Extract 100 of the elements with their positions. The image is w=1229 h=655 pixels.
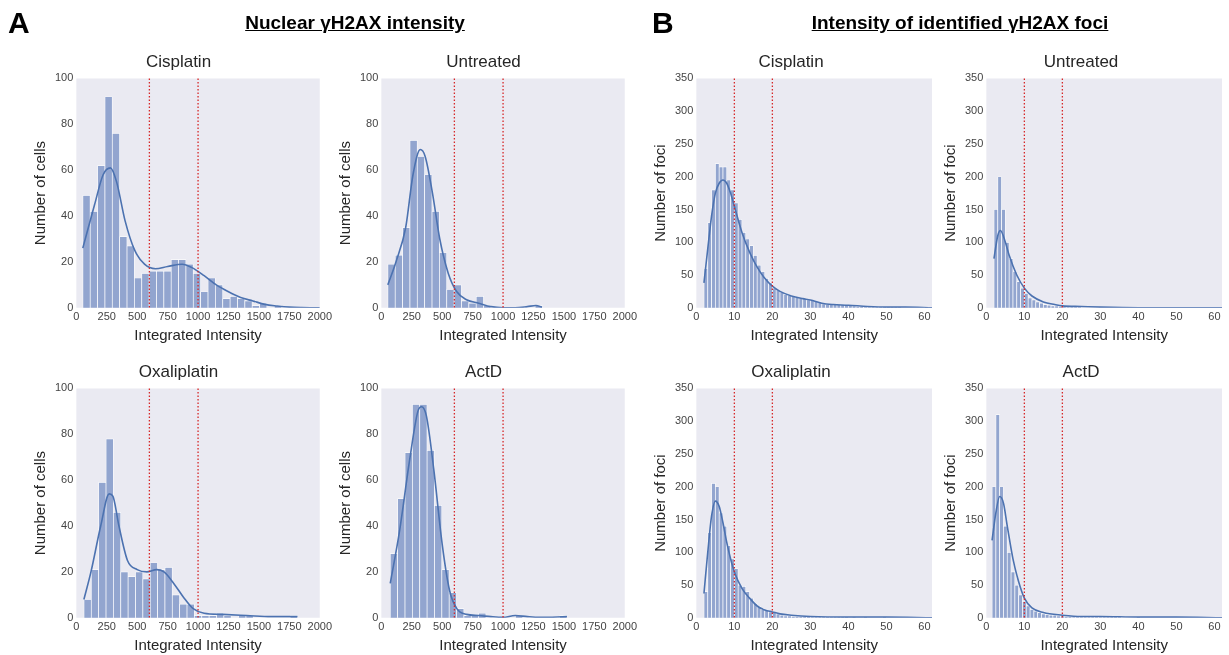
y-tick-label: 50: [681, 268, 694, 281]
x-tick-label: 60: [1208, 310, 1221, 323]
x-axis-title: Integrated Intensity: [1040, 326, 1169, 344]
y-tick-label: 100: [359, 71, 379, 84]
x-tick-label: 50: [1170, 620, 1183, 633]
x-tick-label: 250: [97, 620, 116, 633]
x-tick-label: 10: [1018, 310, 1031, 323]
chart-title: Oxaliplatin: [138, 361, 219, 381]
y-tick-label: 80: [61, 427, 74, 440]
chart-title: Oxaliplatin: [751, 361, 831, 381]
y-tick-label: 40: [366, 209, 379, 222]
x-tick-label: 60: [918, 310, 931, 323]
x-tick-label: 40: [842, 620, 855, 633]
text: A: [8, 6, 30, 40]
x-tick-label: 50: [880, 310, 893, 323]
x-tick-label: 50: [1170, 310, 1183, 323]
x-tick-label: 10: [728, 620, 741, 633]
y-tick-label: 200: [964, 169, 984, 182]
y-tick-label: 100: [964, 235, 984, 248]
chart-title: Untreated: [446, 51, 521, 71]
y-tick-label: 100: [54, 381, 74, 394]
x-tick-label: 30: [804, 620, 817, 633]
x-tick-label: 60: [918, 620, 931, 633]
x-axis-title: Integrated Intensity: [1040, 636, 1169, 654]
y-tick-label: 0: [67, 300, 74, 313]
y-tick-label: 100: [674, 235, 694, 248]
text: Nuclear γH2AX intensity: [244, 12, 466, 34]
x-axis-title: Integrated Intensity: [134, 636, 263, 654]
x-tick-label: 1000: [490, 310, 516, 323]
x-tick-label: 30: [1094, 310, 1107, 323]
x-tick-label: 500: [433, 620, 452, 633]
y-tick-label: 20: [366, 254, 379, 267]
x-tick-label: 1000: [185, 310, 211, 323]
y-axis-title: Number of foci: [651, 454, 669, 552]
x-tick-label: 40: [1132, 620, 1145, 633]
x-tick-label: 60: [1208, 620, 1221, 633]
y-tick-label: 350: [964, 381, 984, 394]
y-tick-label: 0: [372, 610, 379, 623]
x-tick-label: 750: [158, 310, 177, 323]
y-tick-label: 20: [61, 254, 74, 267]
y-tick-label: 250: [674, 136, 694, 149]
x-tick-label: 50: [880, 620, 893, 633]
y-tick-label: 0: [977, 610, 984, 623]
x-tick-label: 500: [128, 310, 147, 323]
y-tick-label: 300: [674, 104, 694, 117]
x-tick-label: 1750: [582, 620, 607, 633]
chart-title: Untreated: [1043, 51, 1119, 71]
y-tick-label: 100: [359, 381, 379, 394]
x-tick-label: 250: [402, 620, 421, 633]
y-tick-label: 150: [674, 202, 694, 215]
y-axis-title: Number of foci: [941, 454, 959, 552]
x-tick-label: 1750: [582, 310, 607, 323]
y-tick-label: 50: [971, 268, 984, 281]
x-axis-title: Integrated Intensity: [439, 326, 568, 344]
y-tick-label: 0: [687, 300, 694, 313]
chart-title: ActD: [465, 361, 502, 381]
y-axis-title: Number of cells: [31, 141, 49, 246]
x-tick-label: 1250: [521, 310, 546, 323]
y-tick-label: 150: [964, 202, 984, 215]
x-tick-label: 10: [1018, 620, 1031, 633]
chart-title: Cisplatin: [145, 51, 212, 71]
x-tick-label: 1500: [246, 620, 272, 633]
y-tick-label: 80: [366, 427, 379, 440]
x-tick-label: 20: [1056, 620, 1069, 633]
y-tick-label: 350: [964, 71, 984, 84]
x-tick-label: 750: [158, 620, 177, 633]
text: B: [652, 6, 674, 40]
y-tick-label: 50: [971, 578, 984, 591]
y-tick-label: 300: [964, 414, 984, 427]
x-tick-label: 500: [433, 310, 452, 323]
x-tick-label: 500: [128, 620, 147, 633]
x-tick-label: 20: [766, 620, 779, 633]
y-axis-title: Number of foci: [941, 144, 959, 242]
y-tick-label: 100: [54, 71, 74, 84]
y-tick-label: 200: [674, 169, 694, 182]
x-tick-label: 1750: [277, 310, 302, 323]
y-tick-label: 0: [67, 610, 74, 623]
x-tick-label: 2000: [612, 310, 638, 323]
x-tick-label: 20: [1056, 310, 1069, 323]
x-tick-label: 1000: [490, 620, 516, 633]
y-tick-label: 350: [674, 381, 694, 394]
y-tick-label: 100: [964, 545, 984, 558]
y-tick-label: 0: [372, 300, 379, 313]
y-tick-label: 300: [674, 414, 694, 427]
x-tick-label: 1250: [216, 310, 241, 323]
y-tick-label: 250: [964, 136, 984, 149]
y-tick-label: 60: [366, 163, 379, 176]
y-tick-label: 250: [674, 446, 694, 459]
y-tick-label: 0: [687, 610, 694, 623]
y-axis-title: Number of cells: [31, 451, 49, 556]
x-tick-label: 1250: [521, 620, 546, 633]
chart-title: Cisplatin: [758, 51, 824, 71]
y-tick-label: 200: [964, 479, 984, 492]
y-axis-title: Number of foci: [651, 144, 669, 242]
y-tick-label: 150: [964, 512, 984, 525]
y-tick-label: 250: [964, 446, 984, 459]
y-tick-label: 100: [674, 545, 694, 558]
x-tick-label: 1500: [246, 310, 272, 323]
x-tick-label: 2000: [307, 620, 333, 633]
y-tick-label: 60: [366, 473, 379, 486]
